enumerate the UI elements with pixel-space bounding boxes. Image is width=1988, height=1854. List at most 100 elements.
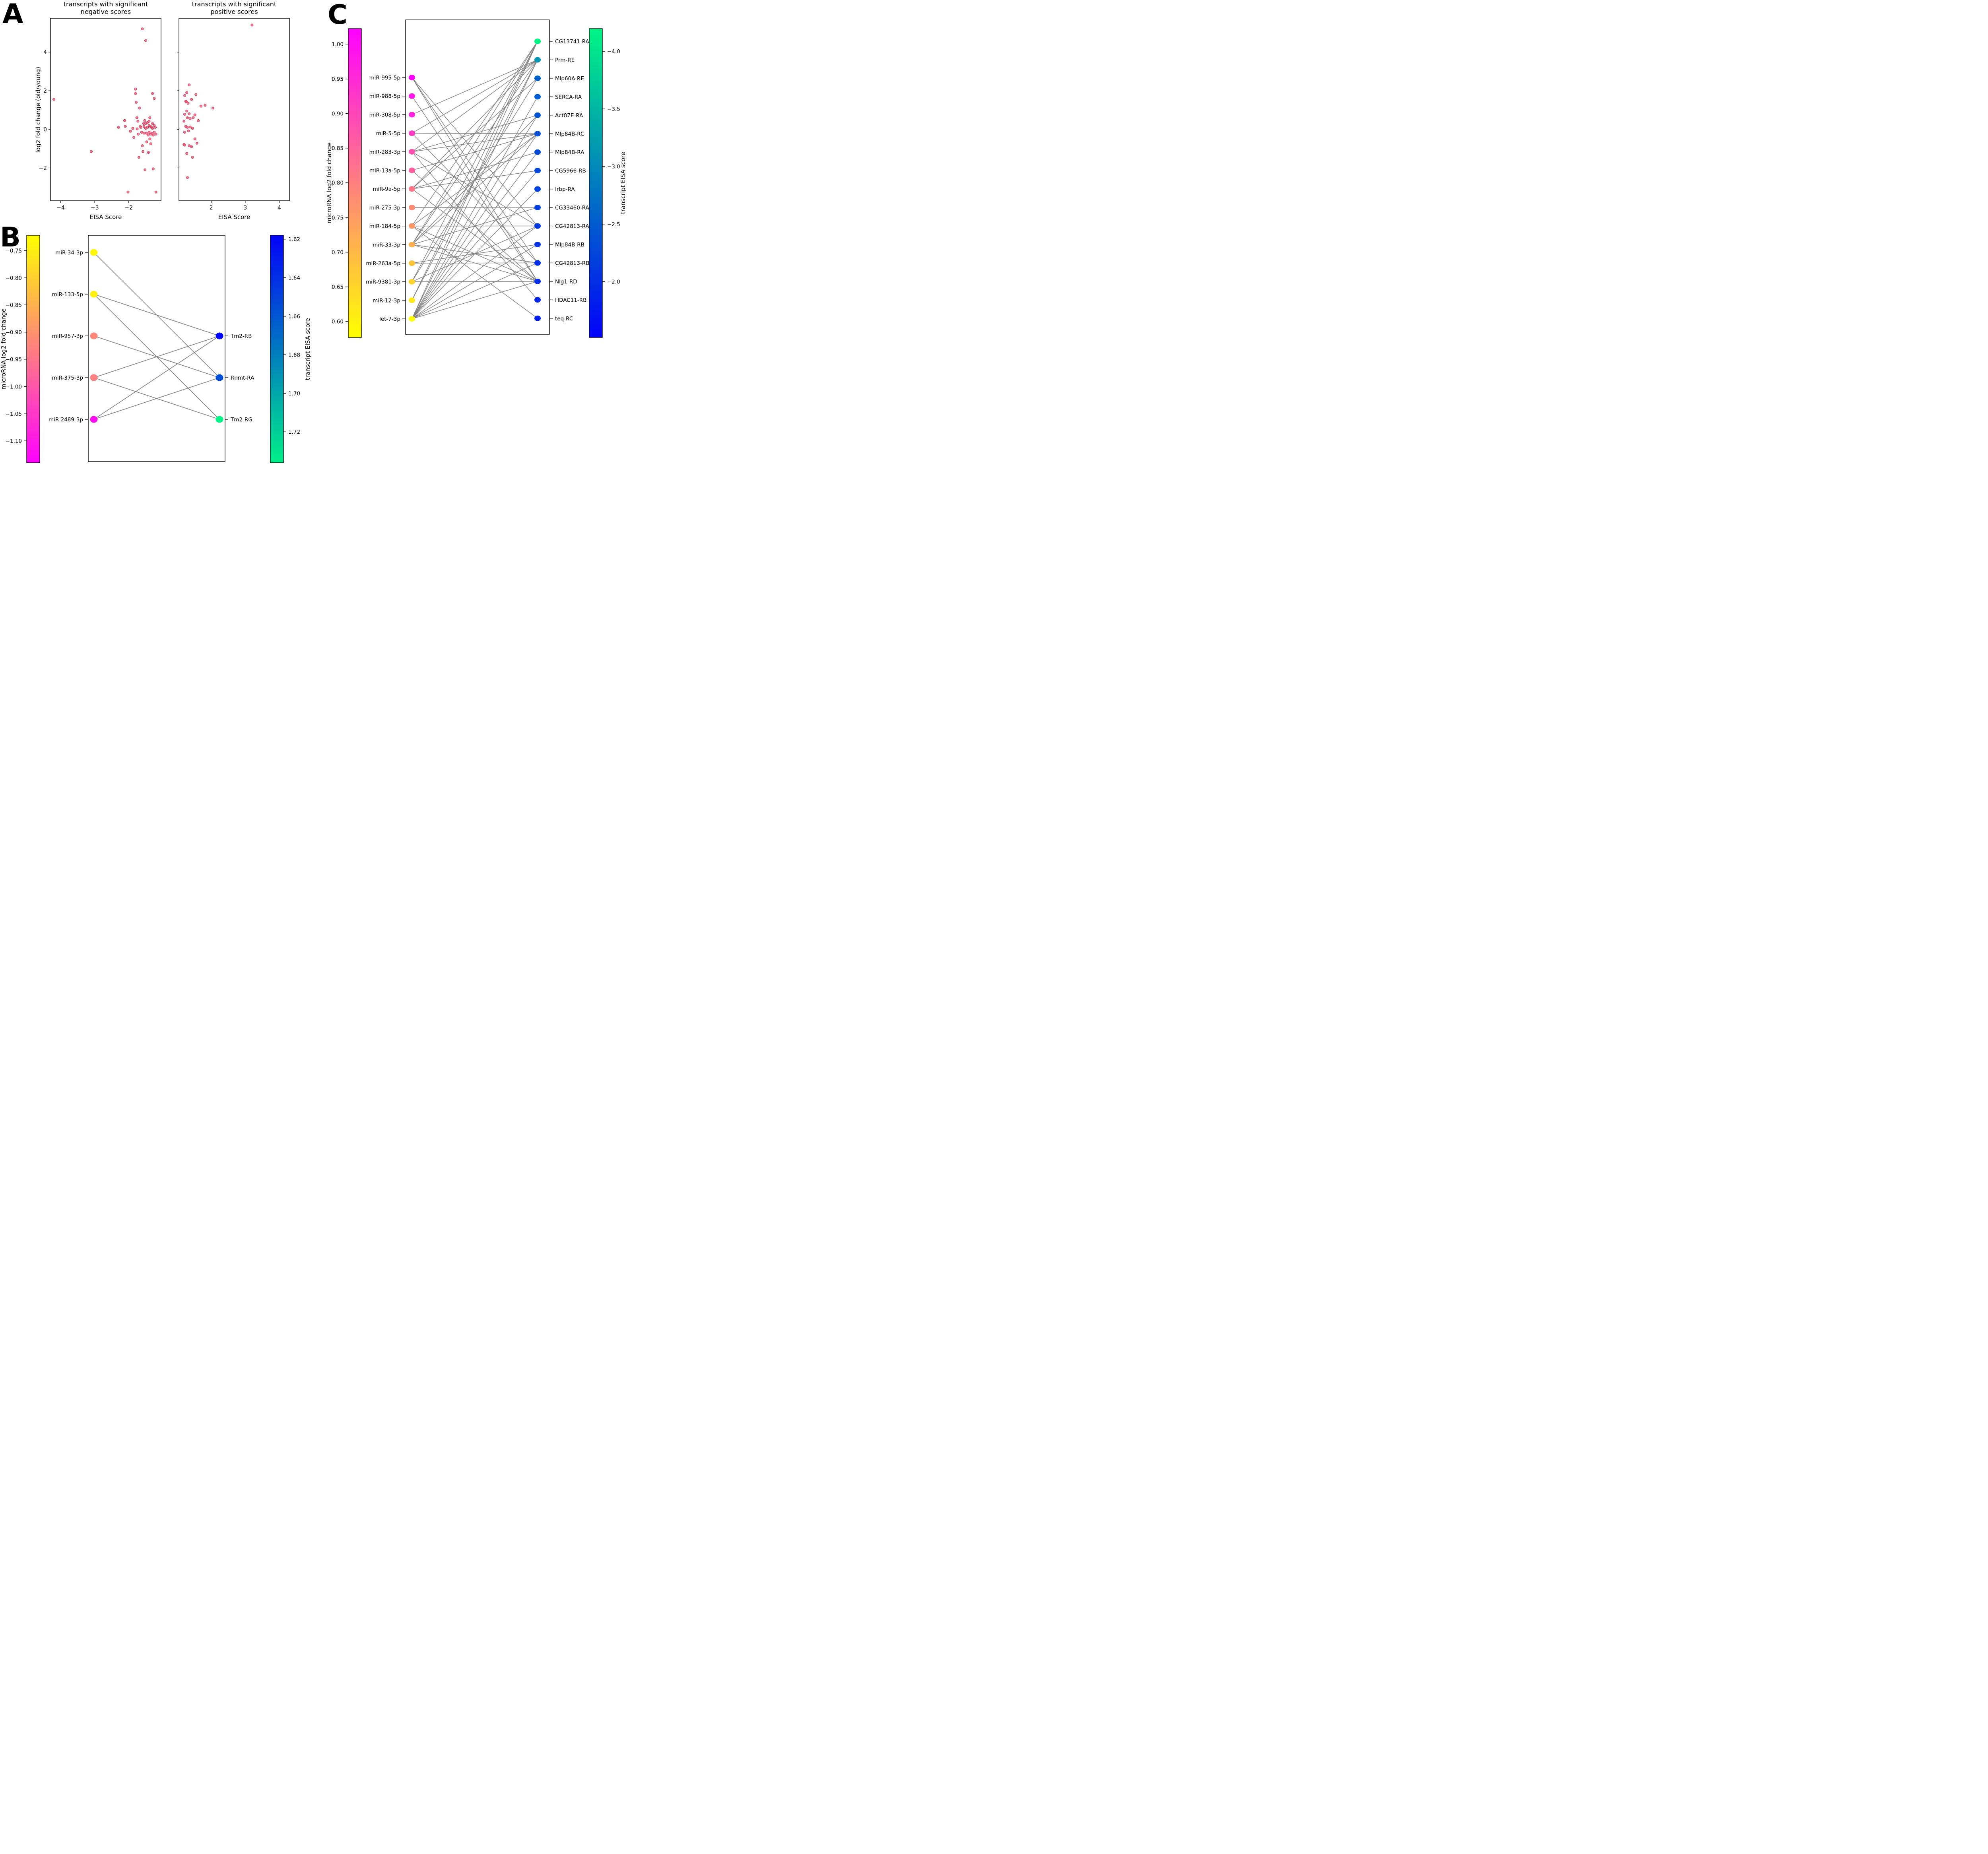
scatter-point (136, 120, 140, 123)
transcript-node (534, 315, 541, 321)
scatter-point (134, 87, 137, 91)
colorbar-tick-label: 0.65 (332, 284, 344, 291)
network-edge (412, 96, 538, 319)
scatter-point (186, 116, 189, 119)
scatter-point (140, 126, 142, 129)
network-edge (93, 294, 220, 336)
transcript-node (534, 205, 541, 211)
microrna-node (409, 242, 415, 248)
panel-a-letter: A (2, 0, 23, 30)
network-edge (93, 336, 220, 420)
x-tick-label: 2 (210, 205, 213, 211)
microrna-node (409, 204, 415, 210)
microrna-node (409, 260, 415, 266)
panel-c-letter: C (328, 0, 348, 31)
scatter-point (193, 113, 196, 116)
scatter-point (194, 93, 198, 96)
colorbar-tick-label: −2.5 (607, 221, 620, 228)
scatter-point (148, 116, 151, 119)
scatter-point (185, 91, 188, 94)
scatter-point (124, 125, 127, 128)
right-node-label: HDAC11-RB (555, 297, 586, 303)
scatter-point (142, 125, 146, 128)
right-node-label: Act87E-RA (555, 112, 583, 119)
y-tick-label: 0 (43, 126, 47, 133)
panel-c-left-colorbar-title: microRNA log2 fold change (326, 142, 333, 223)
network-edge (412, 41, 538, 282)
microrna-node (409, 93, 415, 99)
scatter-point (136, 127, 139, 130)
scatter-point (142, 132, 146, 135)
panel-c-right-colorbar-title: transcript EISA score (619, 152, 627, 214)
panel-b-left-colorbar-title: microRNA log2 fold change (0, 308, 7, 390)
transcript-node (534, 241, 541, 247)
scatter-point (187, 129, 190, 132)
right-node-label: Nlg1-RD (555, 279, 577, 285)
scatter-point (149, 142, 152, 145)
left-node-label: miR-133-5p (52, 291, 83, 298)
transcript-node (534, 112, 541, 118)
right-node-label: CG42813-RA (555, 223, 590, 230)
scatter-point (144, 39, 147, 42)
scatter-point (188, 117, 192, 120)
scatter-point (141, 27, 144, 31)
network-frame (405, 19, 550, 335)
network-edge (93, 336, 220, 378)
colorbar-tick-label: 0.80 (332, 180, 344, 186)
scatter-point (151, 122, 154, 125)
scatter-point (204, 104, 207, 107)
colorbar-tick-label: −0.75 (6, 248, 22, 254)
scatter-point (151, 127, 154, 130)
y-tick-label: 2 (43, 88, 47, 94)
transcript-node (534, 94, 541, 100)
scatter-negative-title-line2: negative scores (81, 8, 131, 16)
left-node-label: miR-9a-5p (373, 186, 401, 192)
scatter-point (193, 138, 196, 141)
right-colorbar (270, 235, 284, 463)
colorbar-tick-label: −4.0 (607, 48, 620, 55)
scatter-point (132, 136, 136, 139)
scatter-point (153, 131, 156, 134)
scatter-point (142, 150, 145, 153)
left-node-label: miR-308-5p (369, 112, 400, 118)
right-node-label: Mlp84B-RB (555, 242, 584, 248)
scatter-positive-x-axis-label: EISA Score (218, 213, 250, 221)
scatter-point (197, 119, 200, 122)
scatter-point (141, 144, 144, 147)
colorbar-tick-label: −0.95 (6, 357, 22, 363)
colorbar-tick-label: −3.5 (607, 106, 620, 112)
transcript-node (534, 39, 541, 44)
scatter-point (123, 119, 126, 122)
scatter-point (212, 107, 214, 110)
microrna-node (409, 316, 415, 322)
scatter-point (153, 97, 156, 100)
scatter-point (185, 100, 188, 103)
panel-b-network: −0.75 −0.80 −0.85 −0.90 −0.95 −1.00 −1.05 −1.10… (6, 235, 300, 463)
scatter-point (195, 142, 198, 145)
colorbar-tick-label: −2.0 (607, 279, 620, 285)
colorbar-tick-label: −1.10 (6, 438, 22, 444)
left-node-label: miR-988-5p (369, 93, 400, 100)
scatter-point (138, 107, 141, 110)
scatter-negative-plot: −4 −3 −2 −2 0 2 4 (39, 18, 161, 211)
y-tick-label: 4 (43, 49, 47, 56)
y-tick-label: −2 (39, 165, 47, 171)
right-node-label: teq-RC (555, 316, 573, 322)
figure: A B C transcripts with significant negat… (0, 0, 627, 464)
microrna-node (409, 186, 415, 192)
scatter-point (137, 132, 140, 136)
network-edge (412, 41, 538, 245)
scatter-negative-title-line1: transcripts with significant (64, 0, 148, 8)
scatter-point (186, 102, 190, 105)
left-node-label: miR-2489-3p (49, 417, 83, 423)
network-edge (412, 59, 538, 115)
scatter-positive-title-line2: positive scores (210, 8, 258, 16)
scatter-point (154, 190, 157, 194)
scatter-point (147, 151, 150, 154)
network-edge (412, 244, 538, 319)
scatter-point (147, 134, 149, 137)
x-tick-label: 4 (278, 205, 281, 211)
left-node-label: miR-13a-5p (369, 168, 400, 174)
scatter-point (188, 83, 191, 87)
transcript-node (534, 297, 541, 303)
